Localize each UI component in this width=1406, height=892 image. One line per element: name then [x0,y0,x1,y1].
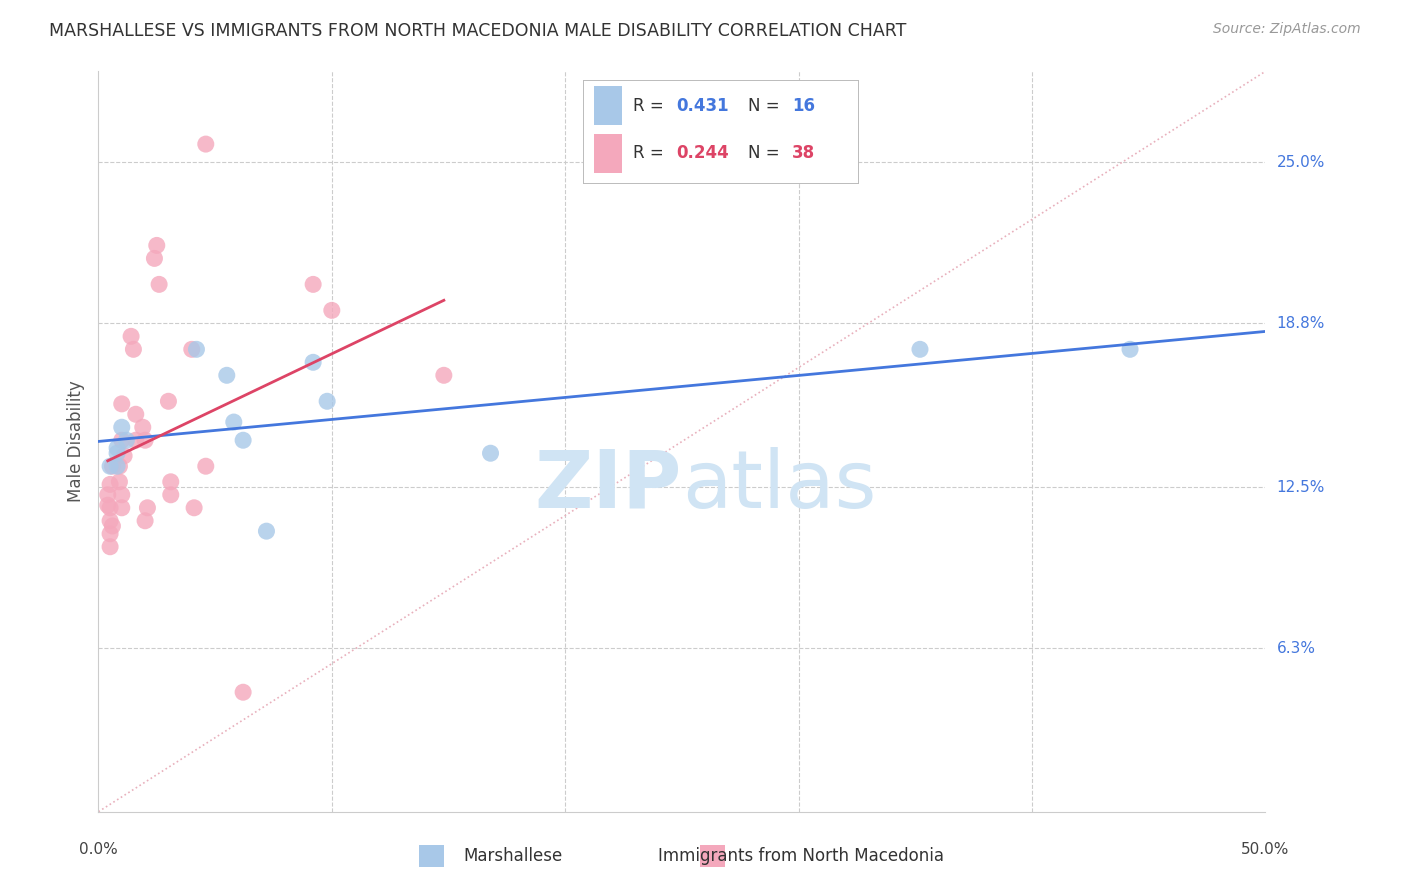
Point [105,441,128,455]
Point [1119,343,1142,357]
Text: 0.0%: 0.0% [79,842,118,857]
Text: Marshallese: Marshallese [464,847,562,865]
Point [215,368,238,383]
Text: 0.431: 0.431 [676,97,730,115]
Point [108,459,131,474]
Point [112,449,135,463]
Point [256,524,278,538]
Point [97,498,120,512]
Point [157,394,180,409]
Text: 50.0%: 50.0% [1241,842,1289,857]
Point [120,329,142,343]
Y-axis label: Male Disability: Male Disability [66,381,84,502]
Point [111,488,134,502]
Point [101,519,124,533]
Point [159,488,181,502]
Point [132,420,155,434]
Point [146,238,169,252]
FancyBboxPatch shape [595,134,621,173]
Point [194,137,217,152]
Point [232,685,254,699]
Text: 38: 38 [792,145,815,162]
Point [115,434,138,448]
Text: 25.0%: 25.0% [1277,155,1324,169]
Point [194,459,217,474]
Point [105,459,128,474]
Point [159,475,181,489]
Point [302,277,325,292]
Text: ZIP: ZIP [534,447,682,525]
Text: N =: N = [748,97,785,115]
Point [111,434,134,448]
Point [98,540,121,554]
Point [101,459,124,474]
Point [186,343,208,357]
Point [98,500,121,515]
Text: R =: R = [633,97,669,115]
Point [134,434,156,448]
Point [143,252,166,266]
Text: 16: 16 [792,97,815,115]
Point [125,407,148,421]
Text: Source: ZipAtlas.com: Source: ZipAtlas.com [1213,22,1361,37]
Point [98,459,121,474]
Point [183,500,205,515]
Point [111,420,134,434]
Point [180,343,202,357]
Point [302,355,325,369]
Point [98,526,121,541]
FancyBboxPatch shape [595,87,621,126]
Text: R =: R = [633,145,669,162]
Text: Immigrants from North Macedonia: Immigrants from North Macedonia [658,847,945,865]
Point [98,514,121,528]
Text: N =: N = [748,145,785,162]
Point [98,477,121,491]
Point [222,415,245,429]
Text: 6.3%: 6.3% [1277,640,1316,656]
Point [97,488,120,502]
Point [908,343,931,357]
Point [321,303,343,318]
Text: 18.8%: 18.8% [1277,316,1324,331]
Point [433,368,456,383]
Point [111,500,134,515]
Point [134,514,156,528]
Text: atlas: atlas [682,447,876,525]
Point [125,434,148,448]
Point [316,394,339,409]
Text: 12.5%: 12.5% [1277,480,1324,494]
Point [122,343,145,357]
Point [111,397,134,411]
Text: MARSHALLESE VS IMMIGRANTS FROM NORTH MACEDONIA MALE DISABILITY CORRELATION CHART: MARSHALLESE VS IMMIGRANTS FROM NORTH MAC… [49,22,907,40]
Point [105,446,128,460]
Point [108,475,131,489]
Point [479,446,502,460]
Text: 0.244: 0.244 [676,145,730,162]
Point [148,277,170,292]
Point [232,434,254,448]
Point [136,500,159,515]
